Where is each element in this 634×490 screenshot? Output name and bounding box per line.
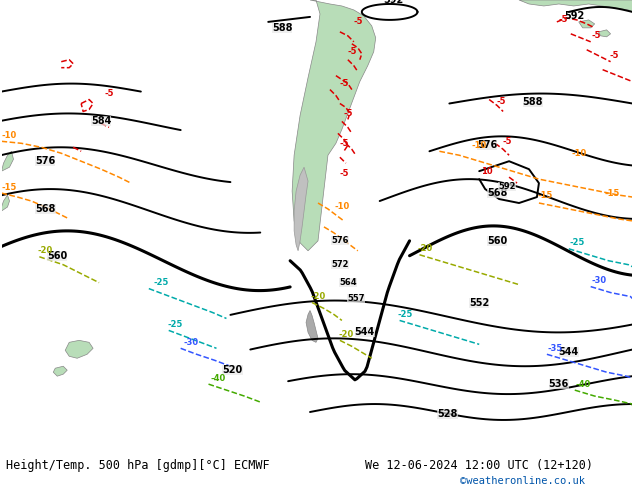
- Text: 528: 528: [437, 409, 458, 419]
- Text: -25: -25: [398, 310, 413, 319]
- Text: -25: -25: [153, 278, 169, 287]
- Text: -5: -5: [347, 47, 356, 56]
- Text: -5: -5: [104, 89, 113, 98]
- Text: 544: 544: [559, 347, 579, 357]
- Polygon shape: [598, 30, 611, 37]
- Polygon shape: [519, 0, 633, 12]
- Text: -5: -5: [592, 31, 602, 40]
- Text: -25: -25: [167, 320, 183, 329]
- Text: -40: -40: [575, 380, 590, 389]
- Text: -20: -20: [311, 292, 326, 301]
- Text: -10: -10: [2, 131, 17, 140]
- Text: -15: -15: [537, 191, 553, 199]
- Text: 520: 520: [223, 365, 243, 375]
- Text: -20: -20: [338, 330, 354, 339]
- Text: 552: 552: [469, 297, 489, 308]
- Text: -35: -35: [547, 344, 562, 353]
- Polygon shape: [1, 195, 10, 211]
- Polygon shape: [53, 366, 67, 376]
- Text: -5: -5: [339, 139, 349, 148]
- Text: -10: -10: [571, 149, 586, 158]
- Text: -15: -15: [2, 183, 17, 192]
- Text: 592: 592: [565, 11, 585, 21]
- Text: -30: -30: [591, 276, 606, 285]
- Text: We 12-06-2024 12:00 UTC (12+120): We 12-06-2024 12:00 UTC (12+120): [365, 460, 593, 472]
- Text: -5: -5: [610, 51, 619, 60]
- Text: -5: -5: [496, 97, 506, 106]
- Text: -20: -20: [37, 246, 53, 255]
- Text: 568: 568: [487, 188, 507, 198]
- Text: 576: 576: [477, 140, 497, 150]
- Text: 584: 584: [91, 117, 111, 126]
- Text: -5: -5: [339, 79, 349, 88]
- Text: -10: -10: [334, 202, 349, 212]
- Text: Height/Temp. 500 hPa [gdmp][°C] ECMWF: Height/Temp. 500 hPa [gdmp][°C] ECMWF: [6, 460, 270, 472]
- Text: ©weatheronline.co.uk: ©weatheronline.co.uk: [460, 476, 585, 486]
- Polygon shape: [292, 0, 376, 251]
- Text: 576: 576: [36, 156, 55, 166]
- Text: -30: -30: [183, 338, 198, 347]
- Text: -5: -5: [353, 17, 363, 26]
- Text: -25: -25: [569, 238, 585, 247]
- Text: 564: 564: [339, 278, 357, 287]
- Text: -5: -5: [339, 169, 349, 178]
- Polygon shape: [306, 311, 318, 343]
- Text: -10: -10: [472, 141, 487, 150]
- Text: 568: 568: [35, 204, 56, 214]
- Text: 588: 588: [522, 97, 543, 106]
- Polygon shape: [65, 341, 93, 358]
- Polygon shape: [1, 151, 13, 171]
- Text: 588: 588: [272, 23, 292, 33]
- Text: 560: 560: [487, 236, 507, 246]
- Text: -5: -5: [502, 137, 512, 146]
- Text: -15: -15: [605, 189, 620, 197]
- Text: 544: 544: [354, 327, 375, 338]
- Text: -40: -40: [211, 374, 226, 383]
- Polygon shape: [579, 20, 595, 28]
- Text: 536: 536: [548, 379, 569, 389]
- Text: -20: -20: [418, 245, 433, 253]
- Text: -5: -5: [343, 109, 353, 118]
- Text: 557: 557: [347, 294, 365, 303]
- Polygon shape: [294, 167, 308, 251]
- Text: -5: -5: [558, 15, 567, 24]
- Text: 592: 592: [498, 182, 516, 191]
- Text: 576: 576: [331, 236, 349, 245]
- Text: 10: 10: [481, 167, 493, 176]
- Text: 592: 592: [384, 0, 404, 5]
- Text: 572: 572: [331, 260, 349, 269]
- Text: 560: 560: [47, 251, 67, 261]
